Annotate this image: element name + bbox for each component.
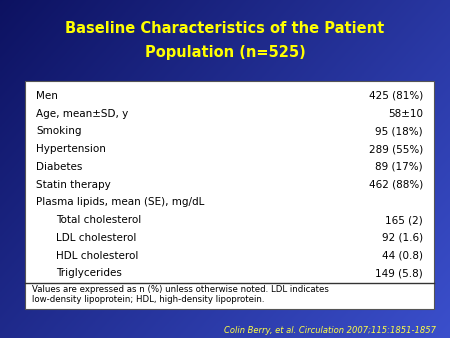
Text: 462 (88%): 462 (88%) <box>369 179 423 190</box>
Text: 289 (55%): 289 (55%) <box>369 144 423 154</box>
Text: 58±10: 58±10 <box>388 109 423 119</box>
Text: 425 (81%): 425 (81%) <box>369 91 423 101</box>
Text: Population (n=525): Population (n=525) <box>144 45 306 60</box>
Text: Plasma lipids, mean (SE), mg/dL: Plasma lipids, mean (SE), mg/dL <box>36 197 204 207</box>
Text: LDL cholesterol: LDL cholesterol <box>56 233 137 243</box>
Text: 44 (0.8): 44 (0.8) <box>382 250 423 261</box>
Text: Men: Men <box>36 91 58 101</box>
Text: Triglycerides: Triglycerides <box>56 268 122 278</box>
Text: 92 (1.6): 92 (1.6) <box>382 233 423 243</box>
Text: Statin therapy: Statin therapy <box>36 179 111 190</box>
Text: Baseline Characteristics of the Patient: Baseline Characteristics of the Patient <box>65 21 385 36</box>
FancyBboxPatch shape <box>25 81 434 309</box>
Text: 89 (17%): 89 (17%) <box>375 162 423 172</box>
Text: 149 (5.8): 149 (5.8) <box>375 268 423 278</box>
Text: 165 (2): 165 (2) <box>385 215 423 225</box>
Text: Total cholesterol: Total cholesterol <box>56 215 141 225</box>
Text: 95 (18%): 95 (18%) <box>375 126 423 137</box>
Text: Age, mean±SD, y: Age, mean±SD, y <box>36 109 128 119</box>
Text: Colin Berry, et al. Circulation 2007;115:1851-1857: Colin Berry, et al. Circulation 2007;115… <box>225 326 436 335</box>
Text: Hypertension: Hypertension <box>36 144 106 154</box>
Text: Diabetes: Diabetes <box>36 162 82 172</box>
Text: low-density lipoprotein; HDL, high-density lipoprotein.: low-density lipoprotein; HDL, high-densi… <box>32 295 264 304</box>
Text: Values are expressed as n (%) unless otherwise noted. LDL indicates: Values are expressed as n (%) unless oth… <box>32 285 328 294</box>
Text: Smoking: Smoking <box>36 126 81 137</box>
Text: HDL cholesterol: HDL cholesterol <box>56 250 139 261</box>
